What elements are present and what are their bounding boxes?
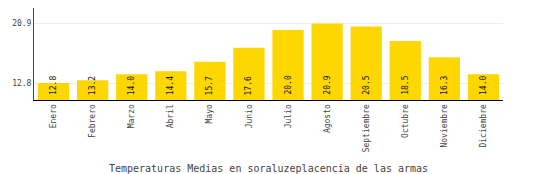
svg-text:20.9: 20.9 xyxy=(323,75,332,94)
svg-text:Mayo: Mayo xyxy=(205,104,214,123)
svg-text:Agosto: Agosto xyxy=(323,104,332,133)
svg-text:16.3: 16.3 xyxy=(440,75,449,94)
svg-text:Noviembre: Noviembre xyxy=(440,104,449,148)
svg-text:14.0: 14.0 xyxy=(127,76,136,95)
svg-text:17.6: 17.6 xyxy=(244,76,253,95)
svg-text:14.4: 14.4 xyxy=(166,76,175,95)
svg-text:Julio: Julio xyxy=(284,104,293,128)
svg-text:Temperaturas Medias en soraluz: Temperaturas Medias en soraluzeplacencia… xyxy=(109,163,428,174)
svg-text:Septiembre: Septiembre xyxy=(362,104,371,152)
svg-text:18.5: 18.5 xyxy=(401,75,410,94)
svg-text:20.5: 20.5 xyxy=(362,75,371,94)
svg-text:Junio: Junio xyxy=(245,104,254,128)
svg-text:Enero: Enero xyxy=(49,104,58,128)
svg-text:Febrero: Febrero xyxy=(88,104,97,138)
svg-text:Octubre: Octubre xyxy=(401,104,410,138)
svg-text:12.8: 12.8 xyxy=(12,79,31,88)
svg-text:20.0: 20.0 xyxy=(284,75,293,94)
svg-text:12.8: 12.8 xyxy=(49,76,58,95)
svg-text:Diciembre: Diciembre xyxy=(479,104,488,148)
svg-text:20.9: 20.9 xyxy=(12,19,31,28)
svg-text:15.7: 15.7 xyxy=(205,76,214,95)
svg-text:Abril: Abril xyxy=(166,104,175,128)
svg-text:14.0: 14.0 xyxy=(479,76,488,95)
svg-text:13.2: 13.2 xyxy=(88,76,97,95)
svg-text:Marzo: Marzo xyxy=(127,104,136,128)
